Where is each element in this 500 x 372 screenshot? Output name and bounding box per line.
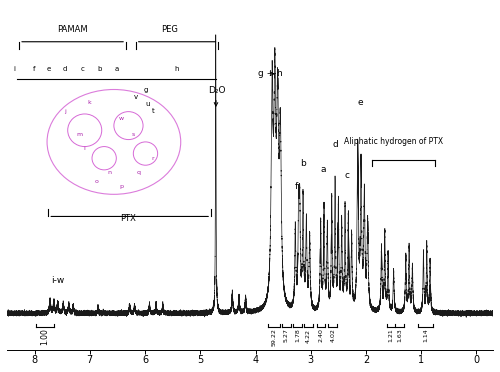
Text: Aliphatic hydrogen of PTX: Aliphatic hydrogen of PTX bbox=[344, 137, 443, 146]
Text: 1.14: 1.14 bbox=[423, 328, 428, 342]
Text: 1.78: 1.78 bbox=[295, 328, 300, 342]
Text: 4.22: 4.22 bbox=[306, 328, 311, 343]
Text: a: a bbox=[320, 165, 326, 174]
Text: 1.00: 1.00 bbox=[40, 328, 50, 346]
Text: 5.27: 5.27 bbox=[284, 328, 289, 343]
Text: 1.63: 1.63 bbox=[397, 328, 402, 342]
Text: d: d bbox=[332, 140, 338, 149]
Text: b: b bbox=[300, 160, 306, 169]
Text: 1.21: 1.21 bbox=[388, 328, 394, 342]
Text: i-w: i-w bbox=[51, 276, 64, 285]
Text: c: c bbox=[344, 171, 350, 180]
Text: 2.40: 2.40 bbox=[319, 328, 324, 343]
Text: g + h: g + h bbox=[258, 69, 283, 78]
Text: 4.02: 4.02 bbox=[330, 328, 336, 343]
Text: f: f bbox=[295, 182, 298, 191]
Text: D₂O: D₂O bbox=[208, 86, 225, 106]
Text: e: e bbox=[358, 98, 364, 107]
Text: 59.22: 59.22 bbox=[272, 328, 276, 346]
